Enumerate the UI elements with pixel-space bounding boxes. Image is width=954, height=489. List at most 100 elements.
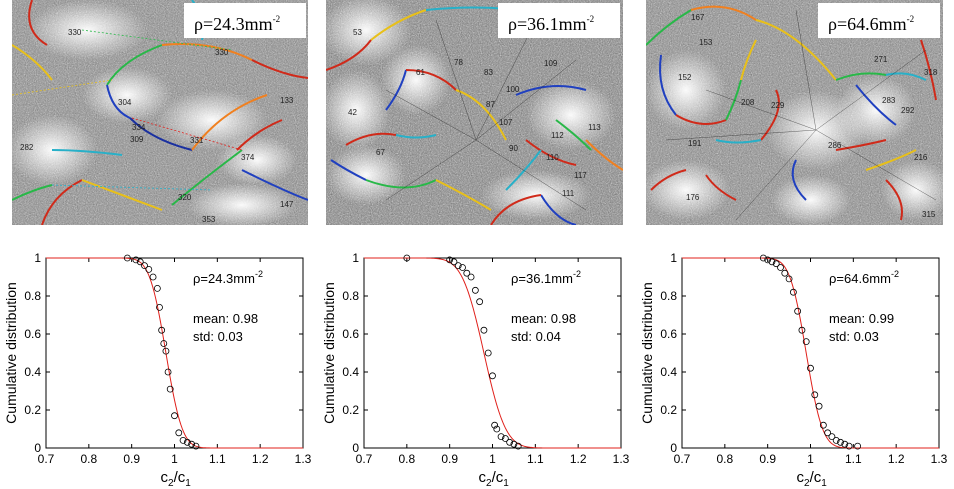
y-axis-label: Cumulative distribution [321, 282, 337, 424]
site-label: 283 [882, 96, 896, 105]
data-point [192, 442, 200, 450]
data-point [158, 326, 166, 334]
data-point [141, 262, 148, 270]
y-tick-label: 0.2 [660, 403, 677, 417]
y-tick-label: 0.6 [342, 327, 359, 341]
data-point [403, 254, 411, 262]
data-point [188, 440, 196, 448]
x-tick-label: 1.1 [845, 452, 862, 466]
x-tick-label: 1.3 [931, 452, 948, 466]
data-point [153, 285, 161, 292]
site-label: 117 [574, 171, 587, 180]
x-tick-label: 0.7 [674, 452, 691, 466]
data-point [837, 438, 844, 446]
site-label: 83 [484, 68, 493, 77]
y-tick-label: 0.2 [24, 403, 41, 417]
y-tick-label: 0.8 [342, 289, 359, 303]
plot-frame [45, 257, 304, 449]
x-axis-label: c2/c1 [797, 469, 828, 489]
fit-curve [364, 257, 621, 449]
y-tick-label: 1 [670, 251, 677, 265]
x-tick-label: 0.7 [38, 452, 55, 466]
site-label: 152 [678, 73, 692, 82]
data-point [772, 260, 780, 268]
density-annotation-exponent: -2 [573, 269, 581, 279]
data-point [854, 442, 862, 450]
site-label: 87 [486, 100, 495, 109]
site-label: 330 [68, 28, 82, 37]
x-tick-label: 0.9 [441, 452, 458, 466]
site-label: 216 [914, 153, 928, 162]
y-tick-label: 0.4 [660, 365, 677, 379]
site-label: 176 [686, 193, 700, 202]
site-label: 208 [741, 98, 755, 107]
y-tick-label: 0.2 [342, 403, 359, 417]
data-point [845, 442, 853, 450]
data-point [493, 425, 501, 433]
x-tick-label: 1.3 [613, 452, 630, 466]
site-label: 133 [280, 96, 294, 105]
site-label: 100 [506, 85, 520, 94]
x-axis-label-part: c [161, 469, 169, 486]
x-tick-label: 1 [489, 452, 496, 466]
density-annotation-value: ρ=64.6mm [829, 271, 891, 286]
site-label: 282 [20, 143, 34, 152]
data-point [123, 254, 131, 262]
data-point [785, 275, 793, 283]
data-point [832, 436, 840, 444]
data-point [136, 258, 144, 266]
x-tick-label: 0.9 [123, 452, 140, 466]
data-point [501, 435, 509, 442]
data-point [156, 304, 163, 311]
data-point [164, 368, 172, 376]
data-point [132, 256, 140, 264]
site-label: 353 [202, 215, 216, 224]
site-label: 334 [132, 123, 146, 132]
data-point [819, 421, 827, 429]
mean-annotation: mean: 0.98 [193, 311, 258, 326]
x-tick-label: 0.8 [80, 452, 97, 466]
y-tick-label: 0.4 [24, 365, 41, 379]
data-point [149, 273, 157, 281]
site-label: 42 [348, 108, 357, 117]
data-point [815, 402, 823, 410]
density-annotation-exponent: -2 [255, 269, 263, 279]
x-axis-label-subscript: 1 [503, 478, 509, 489]
x-axis-label: c2/c1 [161, 469, 192, 489]
data-point [794, 307, 802, 315]
site-label: 111 [562, 189, 575, 198]
site-label: 330 [215, 48, 229, 57]
data-point [768, 258, 776, 266]
cdf-chart-2: 0.7 0.8 0.9 1 1.1 1.2 1.3 0 0.2 0.4 0.6 0.8 1 Cumulat… [321, 251, 630, 489]
site-label: 315 [922, 210, 936, 219]
data-point [824, 429, 832, 437]
data-point [798, 326, 806, 334]
data-point [789, 288, 797, 296]
x-tick-label: 0.8 [716, 452, 733, 466]
data-point [476, 298, 484, 306]
site-label: 67 [376, 148, 385, 157]
micrograph-panel-2: 53 61 78 83 109 42 100 87 107 112 113 11… [326, 0, 623, 225]
site-label: 320 [178, 193, 192, 202]
y-axis-label: Cumulative distribution [3, 282, 19, 424]
site-label: 78 [454, 58, 463, 67]
site-label: 107 [499, 118, 513, 127]
site-label: 112 [551, 131, 564, 140]
svg-text:ρ=36.1mm-2: ρ=36.1mm-2 [508, 14, 594, 34]
x-tick-label: 0.8 [398, 452, 415, 466]
std-annotation: std: 0.03 [193, 329, 243, 344]
x-axis-label: c2/c1 [479, 469, 510, 489]
data-point [471, 286, 479, 294]
data-point [480, 326, 488, 334]
data-point [781, 269, 789, 277]
density-annotation: ρ=36.1mm-2 [511, 269, 581, 286]
density-label-box: ρ=64.6mm-2 [818, 3, 940, 38]
data-point [463, 269, 471, 277]
data-point [777, 264, 784, 271]
site-label: 309 [130, 135, 144, 144]
x-axis-label-part: c [479, 469, 487, 486]
micrograph-panel-1: 330 330 304 309 331 374 282 133 334 320 … [12, 0, 308, 225]
data-point [484, 349, 492, 357]
data-point [171, 412, 178, 420]
site-label: 147 [280, 200, 294, 209]
